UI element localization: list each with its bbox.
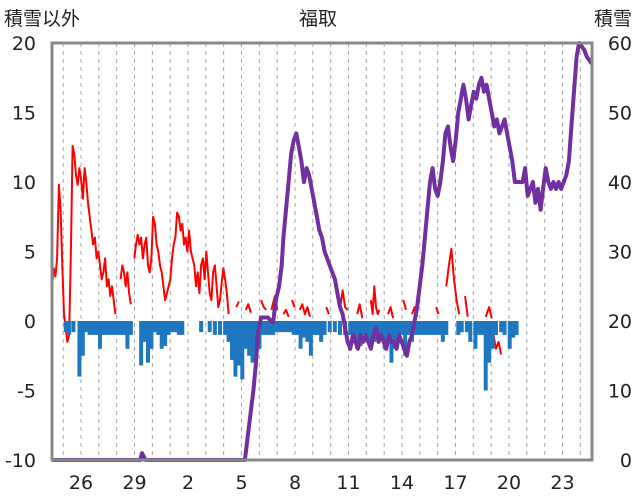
red-line-segment [244, 303, 252, 313]
red-line-segment [119, 264, 132, 305]
right-tick-label: 10 [608, 381, 632, 403]
red-line-segment [387, 306, 395, 319]
x-tick-label: 5 [235, 472, 247, 494]
x-tick-label: 14 [390, 472, 414, 494]
red-line-segment [356, 303, 364, 319]
red-line-segment [464, 295, 469, 317]
right-tick-label: 50 [608, 103, 632, 125]
red-line-segment [325, 306, 330, 315]
right-tick-label: 60 [608, 33, 632, 55]
left-tick-label: 20 [12, 33, 36, 55]
red-line-segment [492, 334, 503, 355]
left-tick-label: 0 [24, 311, 36, 333]
red-line-segment [339, 289, 349, 311]
left-axis-title: 積雪以外 [4, 8, 80, 30]
red-line-segment [235, 301, 240, 308]
red-line-segment [260, 299, 268, 311]
x-tick-label: 29 [122, 472, 146, 494]
red-line-segment [298, 303, 311, 318]
red-line-segment [133, 211, 230, 315]
red-line-segment [484, 306, 493, 319]
red-line-segment [402, 299, 407, 311]
left-tick-label: 5 [24, 242, 36, 264]
right-axis-title: 積雪 [594, 8, 632, 30]
x-tick-label: 23 [550, 472, 574, 494]
x-tick-label: 8 [289, 472, 301, 494]
purple-line-series [52, 41, 594, 462]
red-line-series [51, 144, 503, 355]
purple-snow-line [52, 41, 594, 462]
red-line-segment [291, 299, 296, 308]
red-line-segment [282, 308, 290, 318]
x-tick-label: 26 [69, 472, 93, 494]
right-tick-label: 20 [608, 311, 632, 333]
plot-area [51, 41, 594, 462]
left-tick-label: -10 [5, 450, 36, 472]
vertical-gridlines [62, 43, 581, 460]
x-axis-ticks: 26 29 2 5 8 11 14 17 20 23 [69, 472, 575, 494]
x-tick-label: 2 [182, 472, 194, 494]
right-tick-label: 30 [608, 242, 632, 264]
left-tick-label: 10 [12, 172, 36, 194]
plot-frame [50, 41, 594, 462]
right-tick-label: 40 [608, 172, 632, 194]
red-line-segment [369, 285, 381, 316]
right-axis-ticks: 60 50 40 30 20 10 0 [608, 33, 632, 472]
left-axis-ticks: 20 15 10 5 0 -5 -10 [5, 33, 36, 472]
x-tick-label: 20 [497, 472, 521, 494]
left-tick-label: -5 [17, 381, 36, 403]
left-tick-label: 15 [12, 103, 36, 125]
blue-bar-series [63, 321, 519, 391]
x-tick-label: 11 [336, 472, 360, 494]
chart-title: 福取 [299, 8, 337, 30]
red-line-segment [51, 144, 117, 343]
right-tick-label: 0 [620, 450, 632, 472]
red-line-segment [435, 306, 440, 315]
x-tick-label: 17 [443, 472, 467, 494]
red-line-segment [445, 247, 461, 315]
